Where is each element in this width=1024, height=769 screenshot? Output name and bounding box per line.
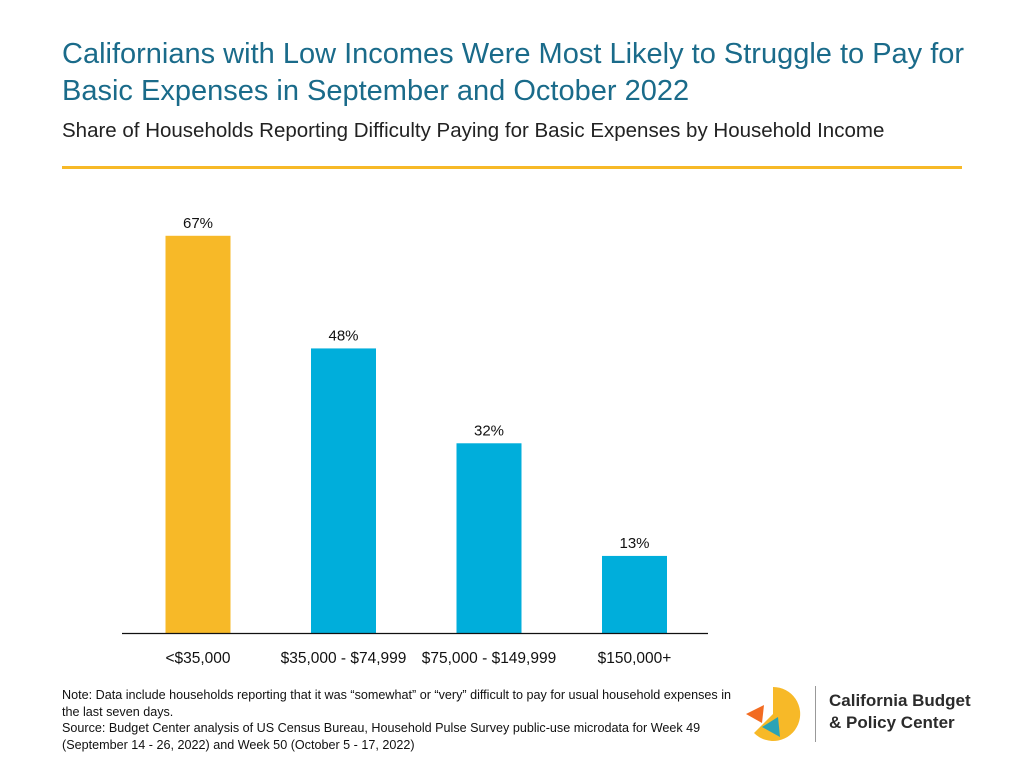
bar-1	[311, 348, 376, 633]
category-label-1: $35,000 - $74,999	[281, 650, 407, 667]
chart-note: Note: Data include households reporting …	[62, 687, 742, 753]
bar-3	[602, 555, 667, 633]
logo-line-1: California Budget	[829, 691, 971, 710]
category-label-0: <$35,000	[165, 650, 230, 667]
category-label-3: $150,000+	[598, 650, 672, 667]
bar-0	[165, 235, 231, 634]
data-label-3: 13%	[619, 535, 649, 552]
logo-line-2: & Policy Center	[829, 713, 955, 732]
category-label-2: $75,000 - $149,999	[422, 650, 556, 667]
chart-title: Californians with Low Incomes Were Most …	[62, 38, 965, 107]
data-label-0: 67%	[183, 215, 213, 232]
logo-divider	[815, 686, 816, 742]
california-budget-logo-icon	[746, 686, 801, 741]
logo-wordmark: California Budget & Policy Center	[829, 690, 971, 734]
chart-subtitle: Share of Households Reporting Difficulty…	[62, 119, 885, 142]
bar-2	[456, 443, 522, 633]
data-label-2: 32%	[474, 422, 504, 439]
data-label-1: 48%	[328, 327, 358, 344]
source-text: Source: Budget Center analysis of US Cen…	[62, 721, 701, 752]
note-text: Note: Data include households reporting …	[62, 688, 731, 719]
title-rule	[62, 166, 962, 169]
